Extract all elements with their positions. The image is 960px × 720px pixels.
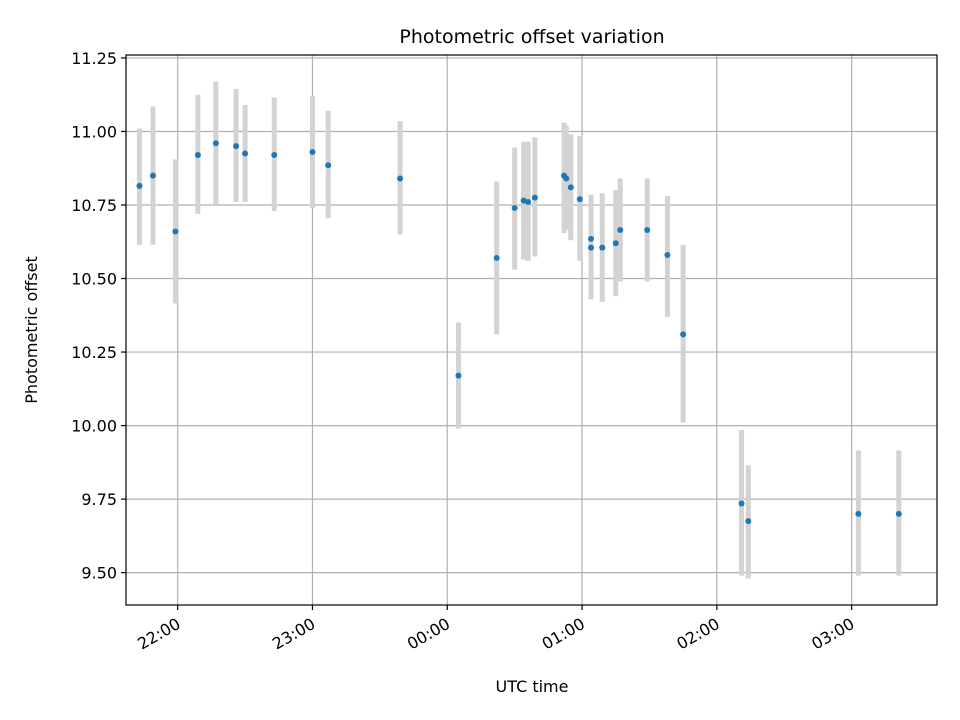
data-point bbox=[588, 235, 595, 242]
data-point bbox=[525, 199, 532, 206]
data-point bbox=[242, 150, 249, 157]
data-point bbox=[588, 244, 595, 251]
data-point bbox=[599, 244, 606, 251]
data-point bbox=[612, 240, 619, 247]
data-point bbox=[664, 252, 671, 258]
y-axis-label: Photometric offset bbox=[22, 256, 41, 404]
data-point bbox=[576, 196, 583, 203]
y-tick-label: 11.25 bbox=[71, 49, 117, 68]
y-tick-label: 10.50 bbox=[71, 270, 117, 289]
y-tick-label: 9.75 bbox=[81, 490, 117, 509]
data-point bbox=[895, 510, 902, 517]
chart-title: Photometric offset variation bbox=[399, 26, 664, 48]
data-point bbox=[149, 172, 156, 179]
data-point bbox=[738, 500, 745, 507]
data-point bbox=[136, 182, 143, 189]
data-point bbox=[511, 204, 518, 211]
data-point bbox=[194, 152, 201, 158]
y-axis-ticks: 9.50 9.75 10.00 10.25 10.50 10.75 11.00 11.25 bbox=[71, 49, 126, 583]
data-points bbox=[136, 140, 902, 525]
y-tick-label: 10.00 bbox=[71, 417, 117, 436]
data-point bbox=[563, 175, 570, 182]
y-tick-label: 10.25 bbox=[71, 343, 117, 362]
y-tick-label: 11.00 bbox=[71, 122, 117, 141]
data-point bbox=[212, 140, 219, 147]
data-point bbox=[531, 194, 538, 201]
data-point bbox=[745, 518, 752, 525]
data-point bbox=[172, 228, 179, 235]
data-point bbox=[455, 372, 462, 379]
data-point bbox=[397, 175, 404, 182]
data-point bbox=[567, 184, 574, 191]
y-tick-label: 10.75 bbox=[71, 196, 117, 215]
data-point bbox=[680, 331, 687, 338]
y-tick-label: 9.50 bbox=[81, 564, 117, 583]
data-point bbox=[233, 143, 240, 150]
x-axis-label: UTC time bbox=[496, 677, 569, 696]
plot-frame bbox=[125, 54, 938, 606]
data-point bbox=[617, 227, 624, 233]
data-point bbox=[493, 254, 500, 261]
data-point bbox=[325, 162, 332, 169]
data-point bbox=[644, 227, 651, 233]
data-point bbox=[309, 149, 316, 156]
data-point bbox=[855, 510, 862, 517]
data-point bbox=[271, 152, 278, 158]
